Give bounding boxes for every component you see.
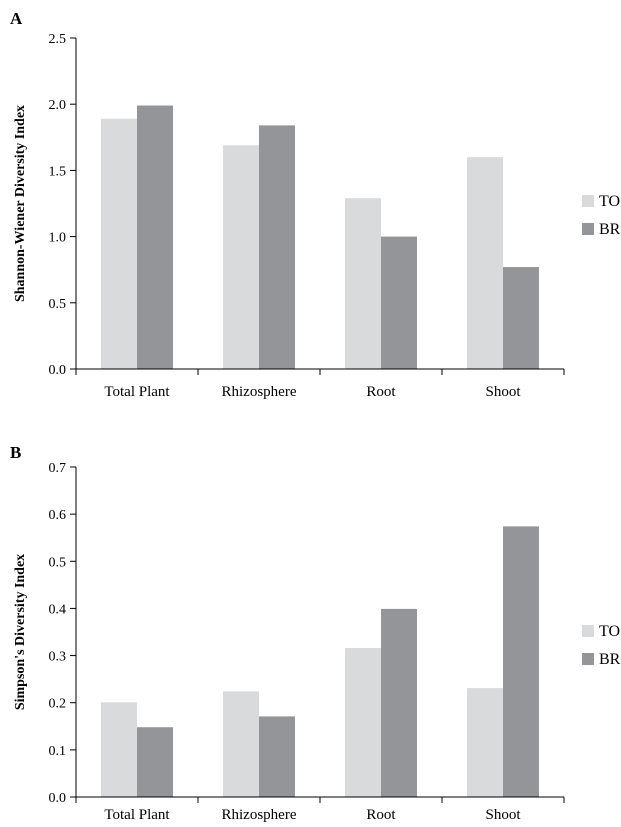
y-tick-label: 2.5 [49, 32, 67, 47]
legend-label-br: BR [599, 221, 621, 238]
y-tick-label: 0.2 [49, 697, 67, 712]
bar-br-total-plant [137, 105, 173, 370]
legend-swatch-to [582, 625, 594, 637]
bar-to-shoot [467, 688, 503, 797]
x-category-label: Rhizosphere [222, 384, 297, 400]
panel-label: A [10, 9, 23, 28]
chart-panel-a: A 0.0 0.5 1.0 1.5 2.0 2.5 Total Plant Rhizospher… [0, 0, 621, 410]
chart-a-svg: A 0.0 0.5 1.0 1.5 2.0 2.5 Total Plant Rhizospher… [10, 9, 621, 400]
panel-label: B [10, 443, 21, 462]
chart-b-svg: B 0.0 0.1 0.2 0.3 0.4 0.5 0.6 0.7 Total Plant Rhiz… [10, 443, 621, 823]
legend-label-to: TO [599, 193, 620, 210]
legend-label-br: BR [599, 651, 621, 668]
bar-to-rhizosphere [223, 691, 259, 797]
bar-to-rhizosphere [223, 145, 259, 369]
y-tick-label: 1.5 [49, 164, 67, 179]
x-category-label: Shoot [485, 807, 521, 823]
legend-swatch-br [582, 223, 594, 235]
bar-br-shoot [503, 526, 539, 797]
y-tick-label: 0.4 [49, 602, 67, 617]
bar-to-root [345, 198, 381, 369]
y-tick-label: 0.7 [49, 461, 67, 476]
x-category-label: Root [366, 384, 396, 400]
x-category-label: Shoot [485, 384, 521, 400]
bar-to-root [345, 648, 381, 797]
bar-br-root [381, 608, 417, 797]
y-tick-label: 2.0 [49, 98, 67, 113]
bar-br-rhizosphere [259, 125, 295, 369]
y-axis-title: Shannon-Wiener Diversity Index [13, 105, 28, 302]
y-tick-label: 0.5 [49, 297, 67, 312]
y-tick-label: 0.0 [49, 791, 67, 806]
bar-br-shoot [503, 267, 539, 369]
x-category-label: Root [366, 807, 396, 823]
chart-panel-b: B 0.0 0.1 0.2 0.3 0.4 0.5 0.6 0.7 Total Plant Rhiz… [0, 410, 621, 827]
bar-br-total-plant [137, 727, 173, 797]
y-tick-label: 1.0 [49, 231, 67, 246]
x-category-label: Total Plant [104, 807, 170, 823]
y-tick-label: 0.1 [49, 744, 67, 759]
bar-to-total-plant [101, 702, 137, 797]
bar-br-rhizosphere [259, 716, 295, 797]
legend-swatch-br [582, 653, 594, 665]
bar-br-root [381, 236, 417, 369]
bar-to-total-plant [101, 118, 137, 369]
x-category-label: Total Plant [104, 384, 170, 400]
y-tick-label: 0.6 [49, 508, 67, 523]
x-category-label: Rhizosphere [222, 807, 297, 823]
y-tick-label: 0.0 [49, 363, 67, 378]
y-tick-label: 0.5 [49, 555, 67, 570]
bar-to-shoot [467, 157, 503, 369]
legend-swatch-to [582, 195, 594, 207]
y-axis-title: Simpson's Diversity Index [13, 554, 28, 710]
legend-label-to: TO [599, 623, 620, 640]
y-tick-label: 0.3 [49, 650, 67, 665]
